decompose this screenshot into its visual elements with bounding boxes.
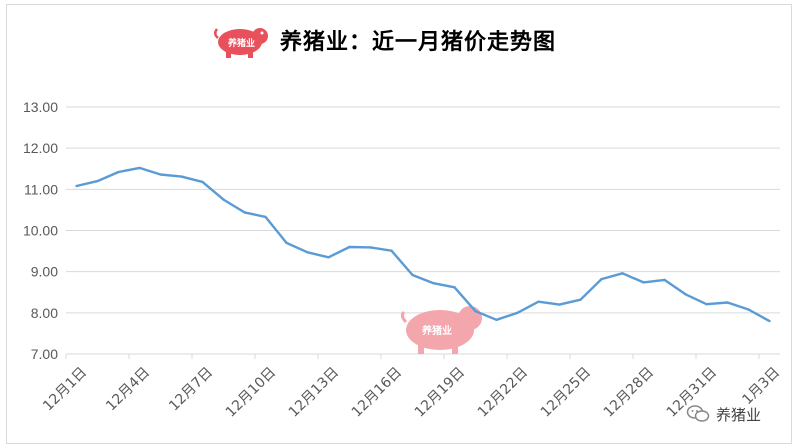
data-point [684, 293, 687, 296]
x-tick-label: 12月10日 [223, 364, 279, 420]
data-point [537, 300, 540, 303]
data-point [117, 170, 120, 174]
x-tick-labels: 12月1日 12月4日 12月7日 12月10日 12月13日 12月16日 12月19日 1… [40, 364, 783, 420]
watermark-text: 养猪业 [421, 324, 452, 337]
x-tick-label: 12月13日 [286, 364, 342, 420]
data-point [642, 281, 645, 284]
data-point [432, 281, 435, 285]
x-tick-label: 12月7日 [166, 364, 216, 414]
data-point [306, 251, 309, 254]
data-point [138, 166, 141, 170]
brand-label: 养猪业 [716, 405, 762, 424]
chart-frame [6, 4, 792, 444]
logo-text: 养猪业 [227, 37, 255, 49]
data-point [411, 273, 414, 277]
data-point [285, 241, 288, 245]
y-tick-label: 12.00 [23, 140, 58, 156]
data-point [474, 309, 477, 313]
data-point [222, 198, 225, 201]
y-tick-label: 8.00 [31, 305, 58, 321]
data-point [201, 180, 204, 184]
brand-badge: 养猪业 [686, 402, 761, 426]
y-tick-label: 10.00 [23, 223, 58, 239]
data-point [621, 272, 624, 275]
data-point [159, 173, 162, 176]
chart-title: 养猪业：近一月猪价走势图 [279, 30, 556, 55]
data-point [390, 249, 393, 252]
axes [65, 354, 760, 359]
series-layer [75, 166, 771, 323]
data-point [369, 246, 372, 249]
data-point [75, 184, 78, 188]
y-tick-label: 11.00 [24, 181, 58, 197]
data-point [663, 278, 666, 282]
pig-watermark: 养猪业 [400, 306, 482, 354]
x-tick-label: 12月16日 [349, 364, 405, 420]
data-point [243, 211, 246, 214]
y-tick-label: 7.00 [31, 346, 58, 362]
x-tick-label: 12月28日 [601, 364, 657, 420]
data-point [516, 311, 519, 315]
x-tick-label: 12月25日 [538, 364, 594, 420]
data-point [705, 302, 708, 306]
data-point [726, 301, 729, 304]
data-point [180, 175, 183, 178]
data-point [747, 308, 750, 311]
gridlines [66, 106, 780, 355]
data-point [600, 277, 603, 281]
data-point [348, 245, 351, 249]
data-point [264, 215, 267, 219]
data-point [495, 318, 498, 322]
x-tick-label: 12月22日 [475, 364, 531, 420]
data-point [327, 256, 330, 259]
data-point [768, 319, 771, 323]
x-tick-label: 12月19日 [412, 364, 468, 420]
y-tick-label: 13.00 [23, 99, 58, 115]
data-point [558, 303, 561, 306]
y-tick-labels: 7.00 8.00 9.00 10.00 11.00 12.00 13.00 [23, 99, 58, 362]
chat-bubble-icon [686, 405, 710, 422]
data-point [453, 286, 456, 289]
x-tick-label: 12月4日 [103, 364, 153, 414]
y-tick-label: 9.00 [31, 264, 58, 280]
x-tick-label: 12月1日 [40, 364, 90, 414]
data-point [579, 298, 582, 301]
data-point [96, 179, 99, 183]
pig-logo-icon: 养猪业 [213, 28, 268, 58]
chart-header: 养猪业 养猪业：近一月猪价走势图 [0, 18, 798, 62]
price-series-line [76, 166, 771, 323]
